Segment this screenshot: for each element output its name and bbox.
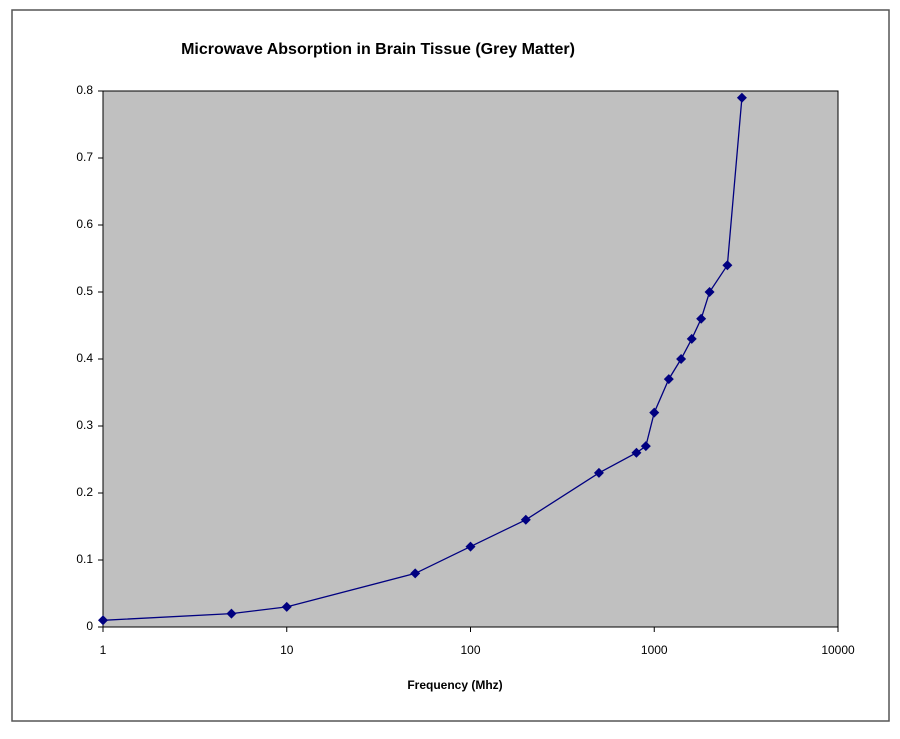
- data-point: [696, 313, 707, 324]
- data-point: [676, 354, 687, 364]
- data-point: [593, 467, 604, 478]
- x-tick-label: 100: [460, 643, 480, 657]
- data-point: [686, 333, 697, 344]
- data-point: [640, 441, 651, 452]
- x-tick-label: 10000: [821, 643, 855, 657]
- data-point: [226, 608, 237, 619]
- data-point: [410, 568, 421, 579]
- data-point: [631, 447, 642, 458]
- y-tick-label: 0.1: [76, 552, 93, 566]
- data-point: [663, 374, 674, 385]
- x-tick-label: 1000: [641, 643, 668, 657]
- y-tick-label: 0.7: [76, 150, 93, 164]
- data-point: [722, 260, 733, 271]
- y-tick-label: 0.8: [76, 83, 93, 97]
- y-tick-label: 0: [86, 619, 93, 633]
- data-point: [736, 92, 747, 103]
- data-point: [465, 541, 476, 552]
- data-point: [98, 615, 108, 626]
- data-point: [649, 407, 660, 418]
- x-tick-label: 10: [280, 643, 294, 657]
- chart-title: Microwave Absorption in Brain Tissue (Gr…: [181, 41, 575, 58]
- x-tick-label: 1: [100, 643, 107, 657]
- data-point: [520, 514, 531, 525]
- x-axis-label: Frequency (Mhz): [407, 678, 502, 692]
- y-tick-label: 0.3: [76, 418, 93, 432]
- y-tick-label: 0.2: [76, 485, 93, 499]
- y-tick-label: 0.5: [76, 284, 93, 298]
- data-point: [704, 287, 715, 297]
- plot-area: [102, 90, 839, 628]
- data-point: [281, 601, 292, 612]
- y-tick-label: 0.6: [76, 217, 93, 231]
- y-tick-label: 0.4: [76, 351, 93, 365]
